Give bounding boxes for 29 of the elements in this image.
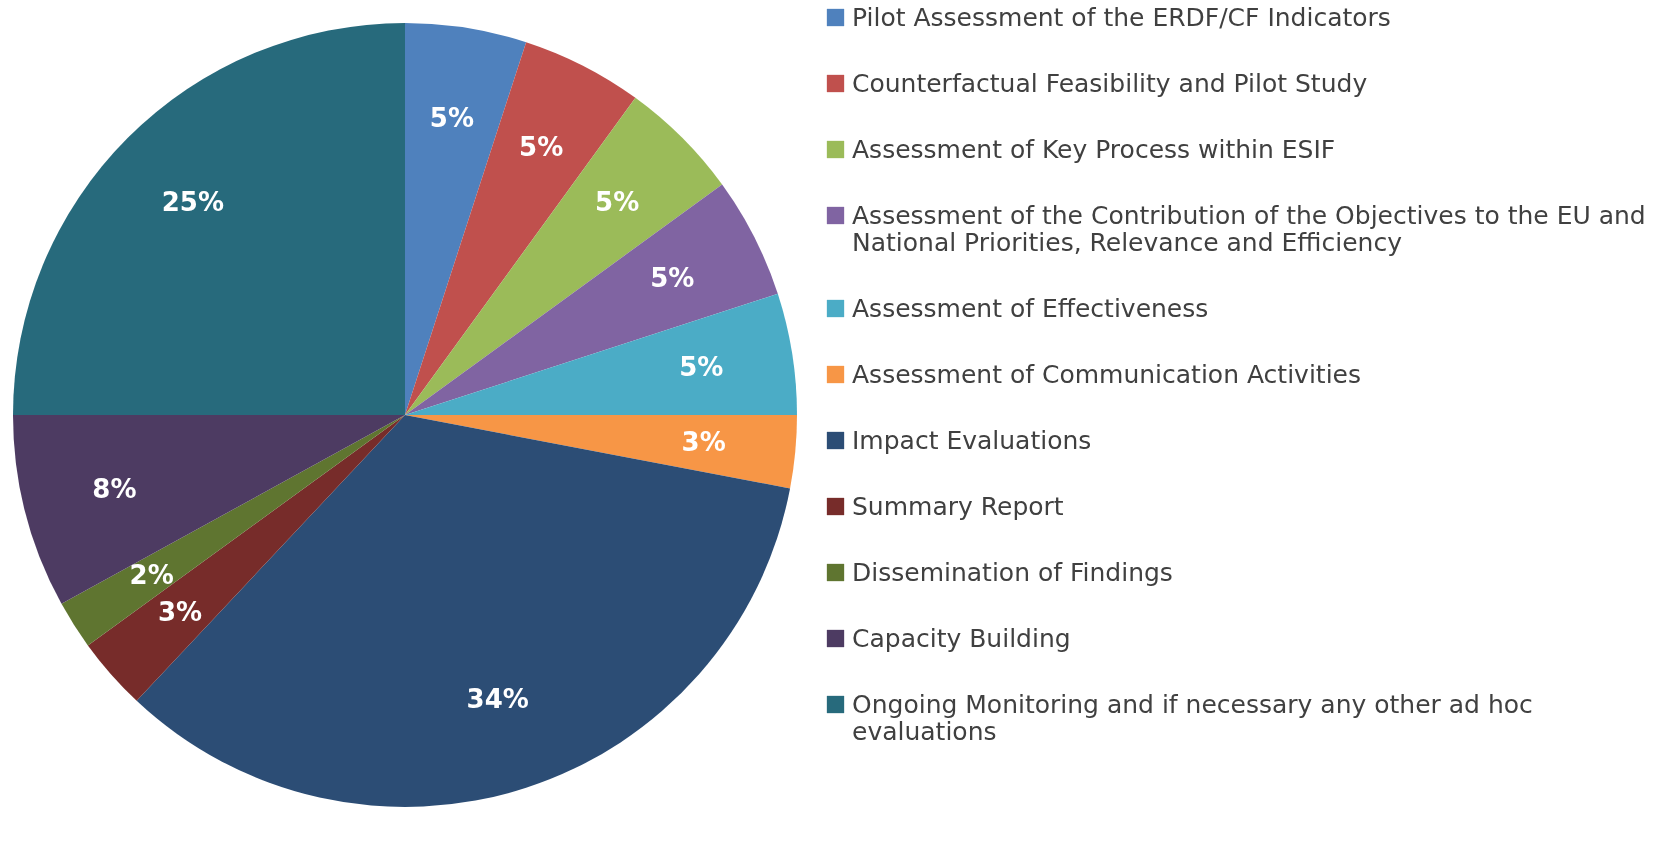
- legend-label: Capacity Building: [852, 623, 1071, 653]
- data-label: 34%: [466, 684, 529, 715]
- legend-label: Assessment of the Contribution of the Objectives to the EU and National Priorities, Relevance and Efficiency: [852, 200, 1646, 257]
- legend-label: Summary Report: [852, 491, 1064, 521]
- legend-label: Counterfactual Feasibility and Pilot Study: [852, 68, 1368, 98]
- data-label: 5%: [679, 352, 724, 383]
- legend-label: Assessment of Communication Activities: [852, 359, 1361, 389]
- data-label: 2%: [129, 559, 174, 590]
- data-label: 3%: [157, 597, 203, 628]
- pie-slice: [405, 184, 778, 415]
- data-label: 8%: [92, 473, 137, 504]
- legend-label: Impact Evaluations: [852, 425, 1092, 455]
- pie-slice: [87, 415, 405, 701]
- data-label: 5%: [429, 102, 475, 133]
- legend-label: Assessment of Key Process within ESIF: [852, 134, 1336, 164]
- legend-label: Dissemination of Findings: [852, 557, 1173, 587]
- legend-label: Ongoing Monitoring and if necessary any other ad hoc evaluations: [852, 689, 1533, 746]
- data-label: 25%: [161, 186, 224, 217]
- data-label: 5%: [519, 131, 564, 162]
- pie-slice: [61, 415, 405, 646]
- pie-slice: [405, 293, 797, 415]
- data-label: 5%: [650, 262, 695, 293]
- legend-label: Pilot Assessment of the ERDF/CF Indicators: [852, 2, 1391, 32]
- pie-slice: [13, 23, 405, 415]
- pie-slice: [405, 415, 797, 489]
- pie-slice: [405, 97, 723, 415]
- data-label: 3%: [681, 427, 726, 458]
- data-label: 5%: [595, 186, 640, 217]
- legend-label: Assessment of Effectiveness: [852, 293, 1209, 323]
